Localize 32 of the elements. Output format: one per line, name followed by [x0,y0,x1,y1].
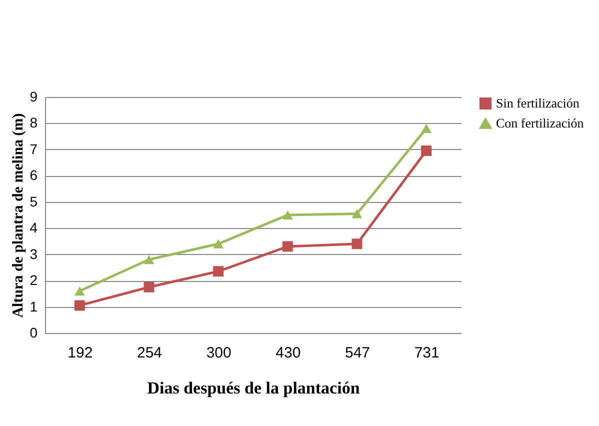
y-axis-title: Altura de plantra de melina (m) [10,113,27,318]
x-tick-label: 731 [414,344,440,362]
point [282,241,293,252]
y-tick-label: 5 [30,193,38,210]
point [74,286,85,296]
x-tick-label: 300 [206,344,232,362]
y-tick-label: 1 [30,298,38,314]
legend-label: Con fertilización [496,116,584,130]
point [213,266,224,277]
point [74,300,85,311]
y-tick-label: 9 [30,88,38,104]
point [282,210,293,220]
point [421,124,432,134]
point [421,146,432,156]
y-tick-label: 0 [30,324,38,340]
point [144,255,154,264]
y-tick-label: 3 [30,246,38,262]
y-tick-label: 6 [30,167,38,184]
y-tick-label: 8 [30,114,38,131]
point [352,238,362,250]
point [352,209,362,218]
y-tick-label: 4 [30,220,38,236]
point [144,282,154,292]
point [213,239,224,248]
x-tick-label: 192 [68,344,93,362]
x-axis-title: Dias después de la plantación [147,378,360,398]
x-tick-label: 547 [344,344,370,362]
y-tick-label: 7 [30,140,38,157]
y-tick-label: 2 [30,272,38,288]
legend-label: Sin fertilización [496,96,580,110]
x-tick-label: 430 [276,344,301,362]
x-tick-label: 254 [136,344,162,362]
